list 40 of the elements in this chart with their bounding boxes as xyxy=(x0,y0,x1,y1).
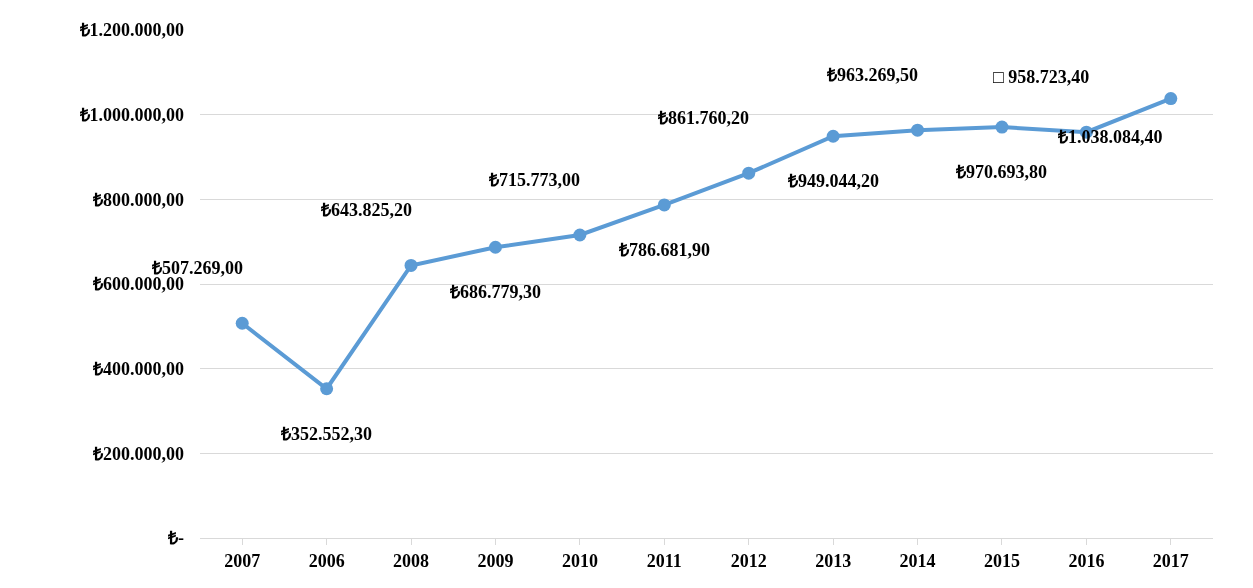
x-tick-label: 2011 xyxy=(646,550,682,571)
x-tick-label: 2006 xyxy=(308,550,345,571)
data-label: ₺786.681,90 xyxy=(619,240,710,260)
data-label: ₺1.038.084,40 xyxy=(1058,127,1163,147)
data-label: □ 958.723,40 xyxy=(993,67,1090,87)
x-tick-label: 2013 xyxy=(815,550,852,571)
point xyxy=(573,228,587,242)
x-tick-label: 2012 xyxy=(730,550,767,571)
point xyxy=(488,240,502,254)
y-tick-label: ₺200.000,00 xyxy=(93,443,184,464)
point xyxy=(235,316,249,330)
y-tick-label: ₺400.000,00 xyxy=(93,358,184,379)
x-tick-label: 2010 xyxy=(561,550,598,571)
data-label: ₺686.779,30 xyxy=(450,282,541,302)
data-label: ₺949.044,20 xyxy=(788,171,879,191)
x-tick-label: 2008 xyxy=(393,550,430,571)
point xyxy=(657,198,671,212)
x-tick-label: 2015 xyxy=(983,550,1020,571)
point xyxy=(995,120,1009,134)
x-tick-label: 2007 xyxy=(224,550,261,571)
point xyxy=(404,258,418,272)
point xyxy=(1164,92,1178,106)
data-label: ₺970.693,80 xyxy=(956,162,1047,182)
x-tick-label: 2009 xyxy=(477,550,514,571)
data-label: ₺352.552,30 xyxy=(281,424,372,444)
point xyxy=(911,123,925,137)
point xyxy=(742,166,756,180)
point xyxy=(320,382,334,396)
data-label: ₺715.773,00 xyxy=(489,170,580,190)
x-tick-label: 2016 xyxy=(1068,550,1105,571)
data-label: ₺861.760,20 xyxy=(658,108,749,128)
y-tick-label: ₺800.000,00 xyxy=(93,189,184,210)
y-tick-label: ₺- xyxy=(168,528,184,549)
data-label: ₺963.269,50 xyxy=(827,65,918,85)
y-tick-label: ₺1.200.000,00 xyxy=(79,20,184,41)
point xyxy=(826,129,840,143)
y-tick-label: ₺1.000.000,00 xyxy=(79,104,184,125)
x-tick-label: 2017 xyxy=(1152,550,1189,571)
data-label: ₺643.825,20 xyxy=(321,200,412,220)
x-tick-label: 2014 xyxy=(899,550,936,571)
